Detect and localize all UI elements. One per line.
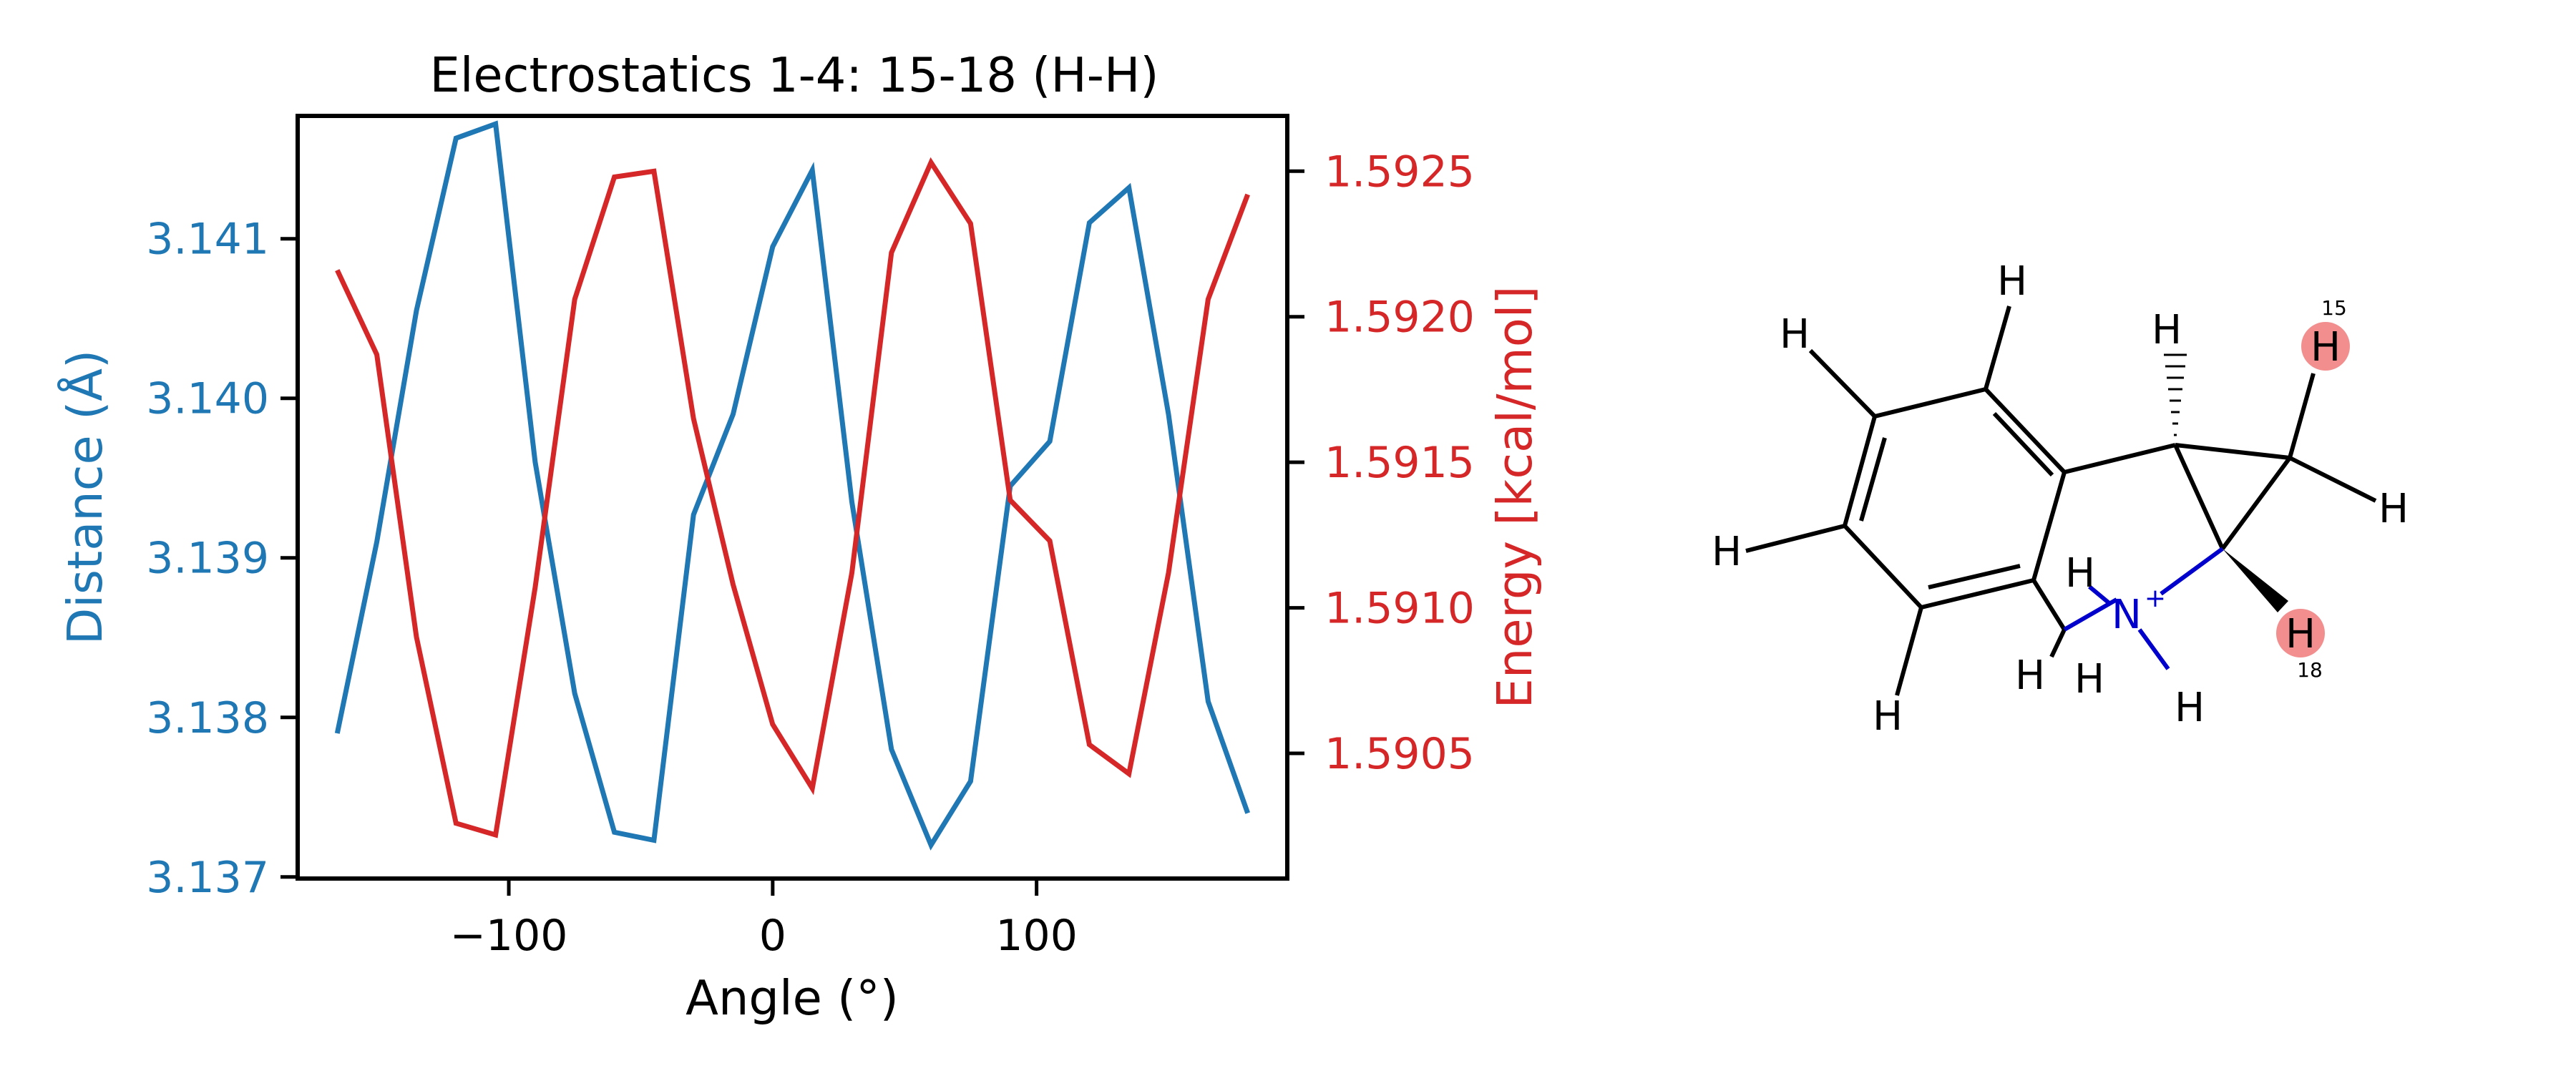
right-tick-label: 1.5910	[1324, 584, 1475, 634]
chart-title: Electrostatics 1-4: 15-18 (H-H)	[429, 47, 1158, 103]
right-tick-label: 1.5920	[1324, 293, 1475, 343]
left-tick-label: 3.139	[146, 534, 269, 584]
atom-label-h-nh-mid: H	[2074, 656, 2104, 703]
right-tick-label: 1.5905	[1324, 729, 1475, 779]
chart: Electrostatics 1-4: 15-18 (H-H) −100 0 100…	[56, 47, 1543, 1026]
atom-label-h-wedge-top: H	[2152, 307, 2182, 353]
atom-label-h-ring-bottom: H	[1873, 693, 1903, 740]
right-tick-label: 1.5925	[1324, 147, 1475, 197]
atom-labels: H H H H H H H H H H H H N + 15 18	[1712, 258, 2409, 740]
distance-series-line	[337, 124, 1247, 845]
left-axis-label: Distance (Å)	[56, 350, 113, 645]
atom-label-h-15: H	[2311, 324, 2341, 371]
atom-index-15: 15	[2321, 296, 2347, 320]
right-axis-ticks: 1.5905 1.5910 1.5915 1.5920 1.5925	[1287, 147, 1475, 779]
molecule-structure: H H H H H H H H H H H H N + 15 18	[1712, 258, 2409, 740]
right-axis-label: Energy [kcal/mol]	[1487, 286, 1543, 709]
x-tick-label: 0	[759, 911, 786, 961]
x-axis-ticks: −100 0 100	[450, 879, 1078, 961]
atom-label-h-ring-far-left: H	[1712, 529, 1742, 575]
left-axis-ticks: 3.137 3.138 3.139 3.140 3.141	[146, 215, 298, 903]
x-tick-label: −100	[450, 911, 568, 961]
left-tick-label: 3.140	[146, 374, 269, 424]
atom-label-h-ring-left: H	[1780, 311, 1810, 358]
atom-label-h-18: H	[2285, 611, 2316, 657]
hashed-wedge	[2164, 355, 2187, 435]
atom-label-h-ring-top: H	[1997, 258, 2027, 305]
atom-index-18: 18	[2297, 658, 2323, 682]
atom-label-h-nh-top: H	[2065, 550, 2095, 597]
left-tick-label: 3.138	[146, 693, 269, 743]
atom-label-n: N	[2112, 592, 2142, 638]
left-tick-label: 3.141	[146, 215, 269, 265]
solid-wedge	[2223, 549, 2288, 612]
x-tick-label: 100	[995, 911, 1078, 961]
atom-label-h-nh-left: H	[2015, 652, 2045, 699]
left-tick-label: 3.137	[146, 853, 269, 903]
atom-charge-plus: +	[2145, 584, 2166, 613]
series-layer	[337, 124, 1248, 845]
atom-label-h-right: H	[2379, 486, 2409, 532]
atom-label-h-nh-right: H	[2175, 685, 2205, 731]
x-axis-label: Angle (°)	[686, 970, 899, 1026]
right-tick-label: 1.5915	[1324, 438, 1475, 488]
energy-series-line	[337, 162, 1247, 835]
